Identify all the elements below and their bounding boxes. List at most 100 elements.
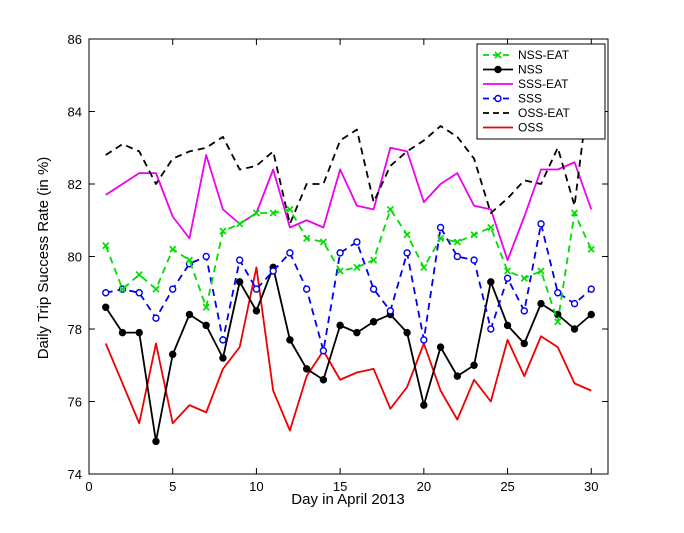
point-nss-marker — [403, 328, 411, 337]
point-nss-eat-marker — [252, 209, 260, 217]
point-nss-marker — [436, 343, 445, 351]
point-nss-marker — [286, 336, 294, 344]
point-nss-eat-marker — [453, 238, 461, 246]
point-sss-marker — [269, 267, 277, 275]
y-tick-label: 80 — [68, 250, 82, 265]
point-nss-eat-marker — [169, 245, 177, 253]
point-nss-marker — [503, 321, 512, 330]
point-nss-eat-marker — [520, 274, 528, 282]
point-nss-marker — [353, 328, 361, 337]
series-line-sss — [105, 222, 592, 352]
y-tick-label: 86 — [68, 32, 82, 47]
point-sss-marker — [487, 325, 495, 333]
point-nss-eat-marker — [487, 223, 495, 232]
point-sss-marker — [235, 256, 244, 264]
point-sss-marker — [554, 289, 562, 297]
point-nss-eat-marker — [554, 318, 562, 326]
point-nss-marker — [487, 278, 495, 286]
point-nss-eat-marker — [219, 227, 227, 235]
y-tick-label: 78 — [68, 322, 82, 337]
point-nss-eat-marker — [118, 285, 127, 293]
x-tick-label: 10 — [249, 479, 263, 494]
y-tick-label: 82 — [68, 177, 82, 192]
point-nss-marker — [219, 354, 227, 362]
point-sss-marker — [420, 336, 428, 344]
point-nss-marker — [470, 361, 478, 369]
point-sss-marker — [520, 307, 528, 315]
legend-label: NSS-EAT — [518, 48, 570, 62]
point-nss-marker — [570, 325, 579, 333]
ticks-layer: 0 5 10 15 20 25 30 74 76 78 80 82 84 86 — [68, 32, 608, 494]
point-nss-eat-marker — [403, 231, 411, 239]
point-sss-marker — [353, 238, 361, 246]
point-sss-marker — [202, 252, 210, 261]
point-nss-marker — [135, 328, 143, 337]
point-nss-eat-marker — [185, 256, 194, 264]
series-line-oss — [104, 266, 592, 432]
point-sss-marker — [503, 274, 512, 282]
x-tick-label: 20 — [417, 479, 431, 494]
point-sss-marker — [135, 289, 143, 297]
legend-sss-marker — [494, 94, 502, 103]
point-nss-marker — [336, 321, 344, 330]
point-nss-eat-marker — [336, 267, 344, 275]
point-nss-eat-marker — [370, 256, 378, 264]
point-nss-marker — [453, 372, 462, 380]
point-sss-marker — [102, 289, 110, 297]
legend-nss-marker — [494, 65, 502, 74]
y-tick-label: 74 — [68, 467, 82, 482]
point-sss-marker — [453, 252, 462, 261]
point-nss-eat-marker — [152, 285, 160, 293]
point-sss-marker — [436, 223, 445, 232]
legend-item-nss-eat: NSS-EAT — [483, 48, 570, 62]
point-nss-marker — [520, 339, 528, 348]
point-sss-marker — [169, 285, 177, 293]
point-nss-eat-marker — [236, 220, 244, 228]
point-nss-eat-marker — [303, 234, 311, 242]
point-nss-eat-marker — [587, 245, 595, 253]
point-nss-eat-marker — [102, 242, 110, 250]
point-nss-marker — [202, 321, 210, 330]
point-nss-eat-marker — [386, 205, 394, 213]
point-sss-marker — [369, 285, 378, 293]
series-line-sss-eat — [105, 146, 593, 262]
point-nss-eat-marker — [269, 209, 277, 217]
point-nss-marker — [369, 318, 378, 326]
series-line-oss-eat — [105, 71, 593, 225]
point-nss-eat-marker — [420, 263, 428, 271]
series-nss — [102, 263, 595, 446]
series-nss-eat — [102, 205, 595, 326]
point-nss-eat-marker — [202, 303, 210, 311]
point-sss-marker — [570, 299, 579, 308]
legend-item-oss: OSS — [483, 121, 543, 135]
point-nss-eat-marker — [319, 238, 327, 246]
legend-label: NSS — [518, 63, 543, 77]
point-nss-eat-marker — [470, 231, 478, 239]
legend-box — [476, 43, 606, 140]
point-nss-marker — [102, 303, 110, 311]
x-tick-label: 5 — [169, 479, 176, 494]
series-line-nss — [104, 266, 592, 443]
legend-item-sss-eat: SSS-EAT — [483, 77, 569, 91]
legend-item-sss: SSS — [483, 92, 542, 106]
series-sss — [102, 220, 595, 355]
point-sss-marker — [152, 314, 160, 322]
x-tick-label: 30 — [584, 479, 598, 494]
legend-nss-eat-marker — [494, 51, 502, 59]
point-sss-marker — [319, 347, 328, 355]
point-nss-eat-marker — [135, 271, 143, 279]
point-nss-marker — [319, 376, 328, 384]
series-oss — [104, 266, 592, 432]
point-nss-marker — [252, 307, 261, 315]
point-sss-marker — [587, 285, 595, 293]
point-nss-eat-marker — [537, 267, 545, 275]
series-layer — [102, 71, 595, 446]
point-nss-marker — [118, 328, 127, 337]
point-sss-marker — [252, 285, 261, 293]
point-sss-marker — [386, 307, 395, 315]
point-nss-eat-marker — [570, 209, 579, 217]
y-tick-label: 76 — [68, 395, 82, 410]
legend-item-nss: NSS — [483, 63, 543, 77]
point-sss-marker — [219, 336, 227, 344]
